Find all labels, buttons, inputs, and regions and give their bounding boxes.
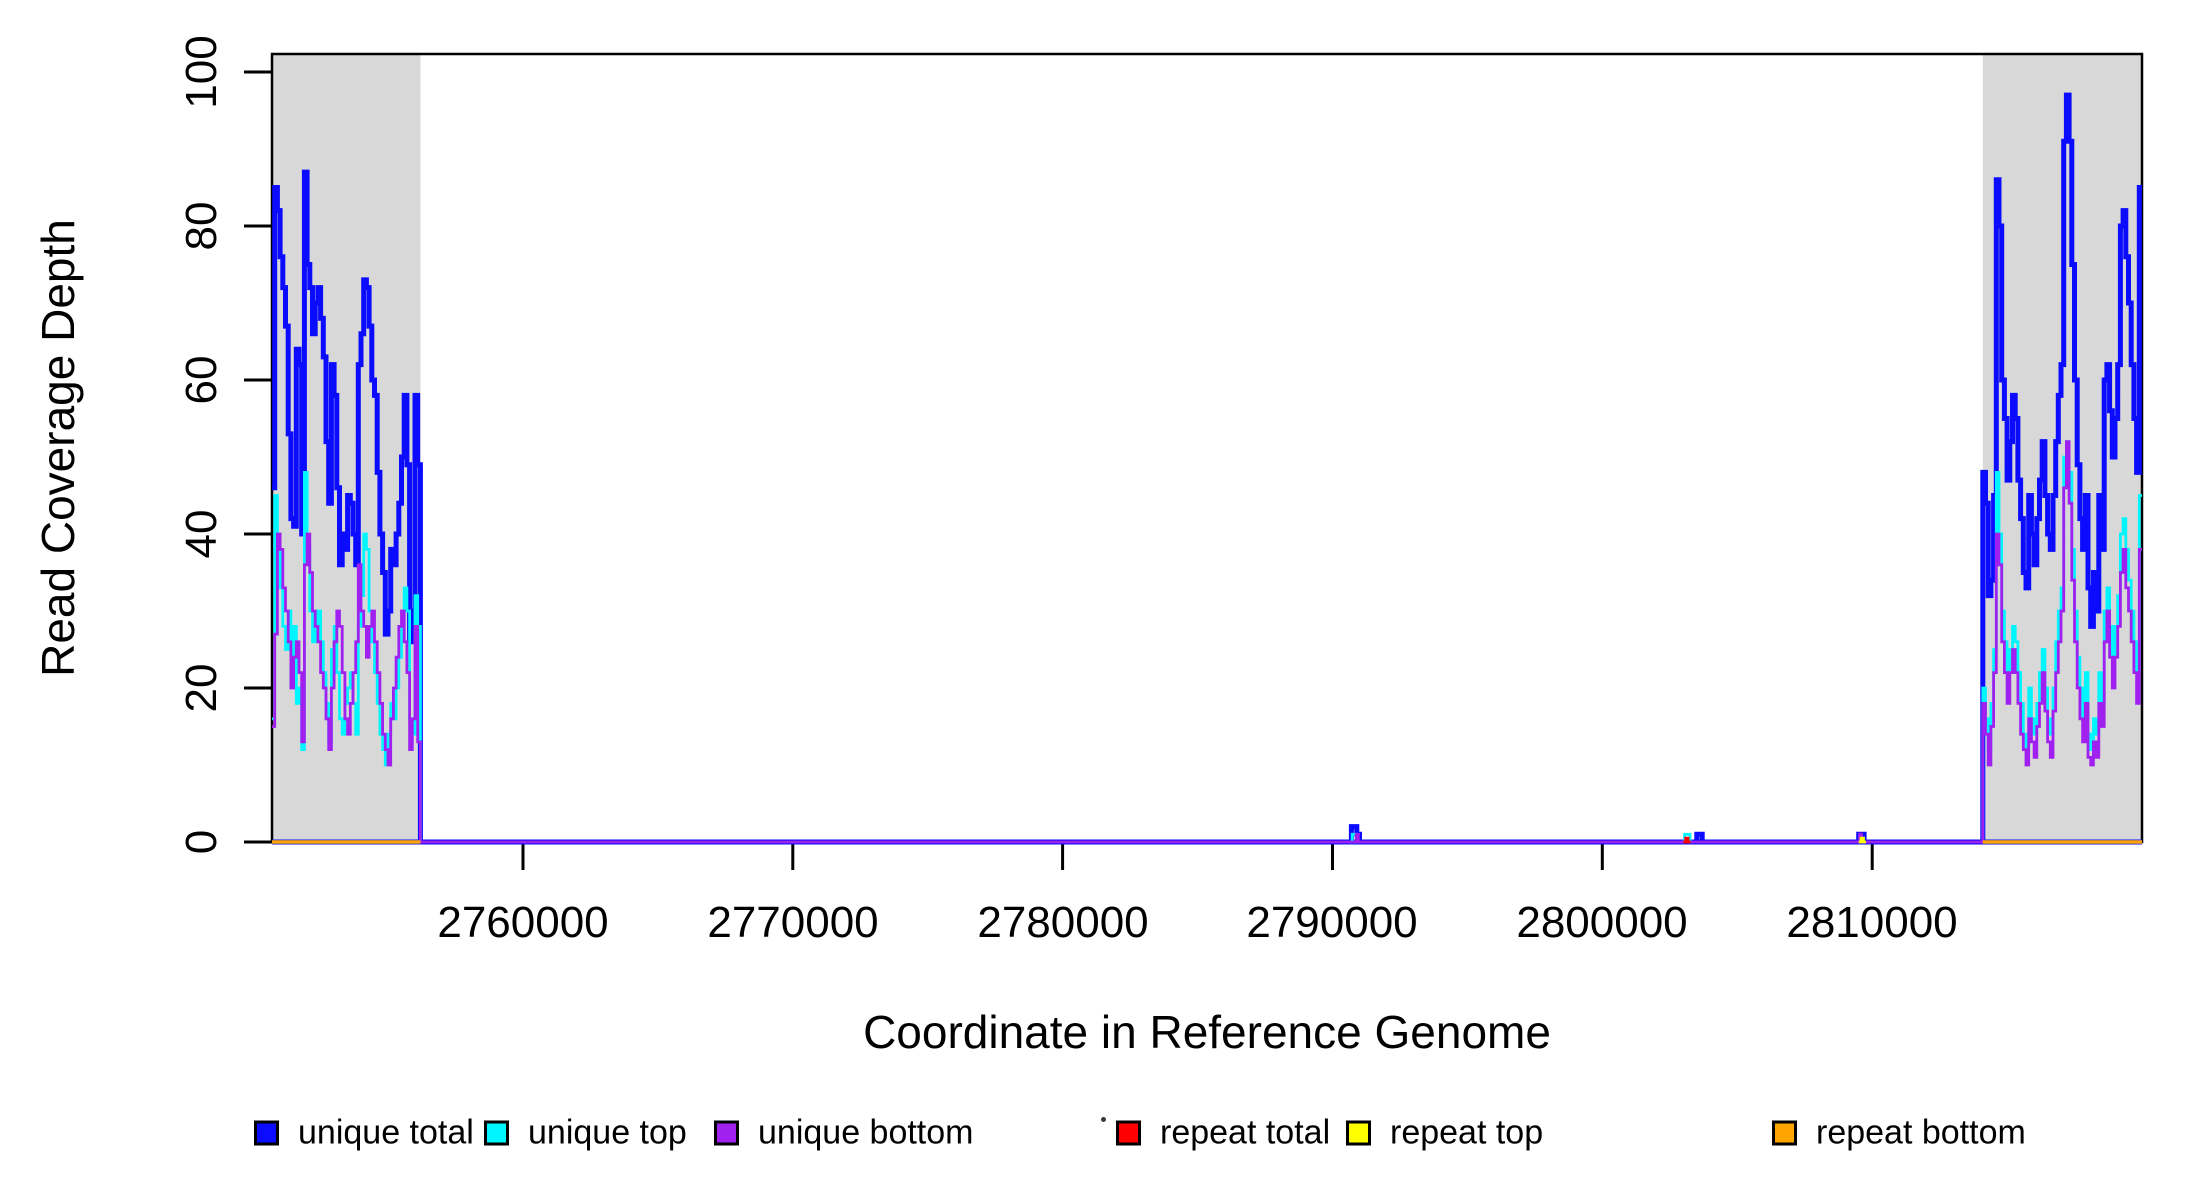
y-tick-label: 20 — [177, 663, 226, 713]
x-tick-label: 2770000 — [707, 898, 879, 947]
x-tick-label: 2810000 — [1786, 898, 1958, 947]
series-unique-top-line — [1980, 440, 2142, 844]
series-unique-bottom-line — [272, 532, 424, 844]
series-unique-bottom-line — [1354, 832, 1361, 844]
plot-box — [270, 52, 2144, 844]
x-axis-title: Coordinate in Reference Genome — [863, 1006, 1551, 1058]
y-axis-title: Read Coverage Depth — [32, 219, 84, 677]
stray-dot — [1101, 1117, 1106, 1122]
x-tick-label: 2800000 — [1516, 898, 1688, 947]
x-tick-label: 2790000 — [1246, 898, 1418, 947]
y-tick-label: 80 — [177, 201, 226, 251]
y-tick-label: 0 — [177, 829, 226, 855]
x-tick-label: 2780000 — [977, 898, 1149, 947]
x-tick-label: 2760000 — [437, 898, 609, 947]
y-tick-label: 100 — [177, 35, 226, 109]
series-repeat-total-line — [1683, 836, 1691, 844]
y-tick-label: 40 — [177, 509, 226, 559]
series-unique-total-line — [272, 169, 424, 845]
series-unique-bottom-line — [1980, 440, 2142, 844]
y-tick-label: 60 — [177, 355, 226, 405]
series-repeat-top-line — [1858, 836, 1866, 844]
series-unique-total-line — [1980, 92, 2142, 845]
